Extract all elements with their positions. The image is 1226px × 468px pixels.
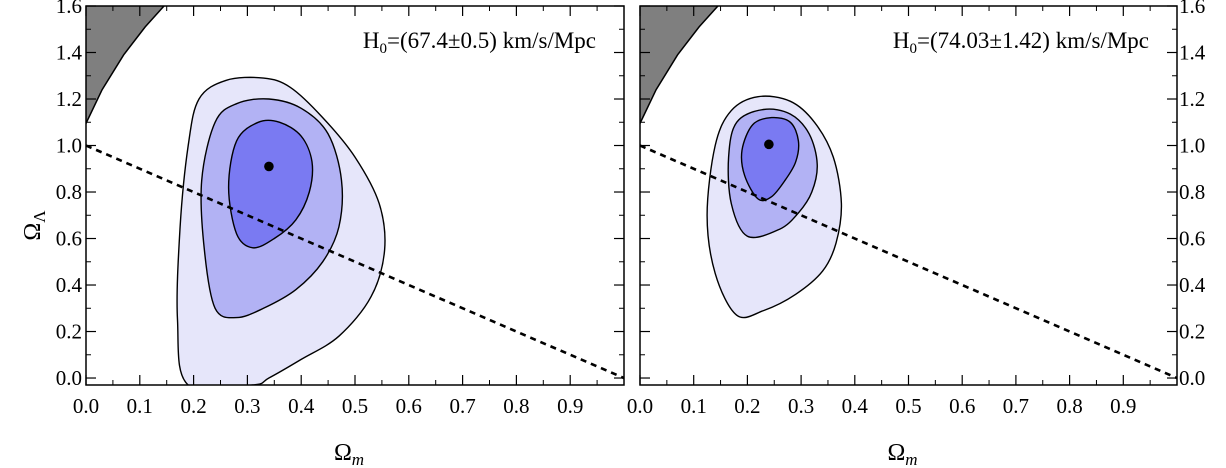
x-tick-label: 0.6 bbox=[396, 394, 422, 418]
y-tick-label: 1.4 bbox=[56, 41, 83, 65]
x-tick-label: 0.6 bbox=[949, 394, 975, 418]
y-tick-label: 0.0 bbox=[56, 366, 82, 390]
excluded-region bbox=[640, 6, 718, 124]
y-tick-label: 0.4 bbox=[1179, 273, 1206, 297]
excluded-boundary-line bbox=[86, 6, 165, 124]
x-tick-label: 0.7 bbox=[449, 394, 475, 418]
x-tick-label: 0.1 bbox=[127, 394, 153, 418]
x-tick-label: 0.9 bbox=[1110, 394, 1136, 418]
flat-universe-line bbox=[640, 144, 1177, 380]
y-axis-label: ΩΛ bbox=[20, 210, 49, 241]
h0-annotation: H0=(74.03±1.42) km/s/Mpc bbox=[893, 28, 1149, 57]
x-axis-label: Ωm bbox=[334, 440, 364, 468]
y-tick-label: 0.8 bbox=[1179, 180, 1205, 204]
x-tick-label: 0.2 bbox=[734, 394, 760, 418]
plot-area bbox=[640, 6, 1177, 380]
right-panel: 0.0 0.1 0.2 0.3 0.4 0.5 0.6 0.7 0.8 0.9 0.0 0.2 0.4 0… bbox=[627, 0, 1206, 468]
h0-annotation: H0=(67.4±0.5) km/s/Mpc bbox=[363, 28, 596, 57]
left-panel: 0.0 0.1 0.2 0.3 0.4 0.5 0.6 0.7 0.8 0.9 0.0 0.2 0.4 0… bbox=[20, 0, 625, 468]
y-tick-label: 0.2 bbox=[56, 320, 82, 344]
flat-universe-line bbox=[86, 144, 624, 380]
x-tick-label: 0.3 bbox=[234, 394, 260, 418]
excluded-region bbox=[86, 6, 164, 124]
x-tick-label: 0.0 bbox=[73, 394, 99, 418]
y-tick-label: 0.6 bbox=[56, 227, 82, 251]
y-tick-label: 1.4 bbox=[1179, 41, 1206, 65]
y-tick-label: 1.2 bbox=[1179, 87, 1205, 111]
y-tick-label: 0.6 bbox=[1179, 227, 1205, 251]
best-fit-point bbox=[764, 139, 774, 150]
x-tick-label: 0.1 bbox=[681, 394, 707, 418]
x-tick-label: 0.8 bbox=[503, 394, 529, 418]
y-tick-label: 1.6 bbox=[1179, 0, 1205, 18]
contour-1-sigma bbox=[740, 116, 800, 202]
y-tick-label: 0.4 bbox=[56, 273, 83, 297]
x-tick-label: 0.8 bbox=[1056, 394, 1082, 418]
y-tick-label: 1.0 bbox=[1179, 134, 1205, 158]
x-tick-label: 0.0 bbox=[627, 394, 653, 418]
x-tick-label: 0.2 bbox=[180, 394, 206, 418]
y-tick-label: 1.0 bbox=[56, 134, 82, 158]
y-tick-label: 1.6 bbox=[56, 0, 82, 18]
y-tick-label: 0.0 bbox=[1179, 366, 1205, 390]
best-fit-point bbox=[264, 161, 274, 172]
x-tick-label: 0.5 bbox=[895, 394, 921, 418]
excluded-boundary-line bbox=[640, 6, 719, 124]
plot-area bbox=[86, 6, 624, 385]
x-tick-label: 0.3 bbox=[788, 394, 814, 418]
x-tick-label: 0.7 bbox=[1003, 394, 1029, 418]
x-tick-label: 0.5 bbox=[342, 394, 368, 418]
y-tick-label: 1.2 bbox=[56, 87, 82, 111]
x-axis-label: Ωm bbox=[887, 440, 917, 468]
x-tick-label: 0.9 bbox=[557, 394, 583, 418]
x-tick-label: 0.4 bbox=[288, 394, 315, 418]
x-tick-label: 0.4 bbox=[842, 394, 869, 418]
y-tick-label: 0.2 bbox=[1179, 320, 1205, 344]
y-tick-label: 0.8 bbox=[56, 180, 82, 204]
